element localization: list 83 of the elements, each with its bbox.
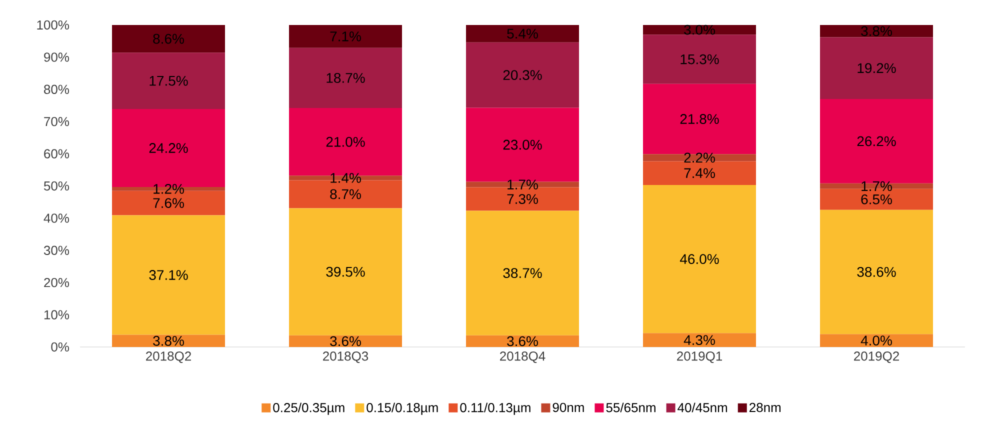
data-label: 1.2% — [154, 184, 184, 194]
y-tick-label: 50% — [44, 181, 70, 191]
bar — [643, 161, 756, 186]
bar — [643, 333, 756, 347]
data-label: 7.4% — [684, 168, 715, 178]
y-tick-label: 30% — [44, 246, 70, 255]
bar — [820, 334, 934, 347]
bar — [643, 185, 756, 334]
data-label: 15.3% — [680, 54, 719, 64]
bar — [289, 24, 402, 48]
legend-label: 0.11/0.13µm — [460, 402, 530, 415]
data-label: 37.1% — [149, 270, 188, 280]
data-label: 3.6% — [507, 336, 538, 346]
bar — [643, 84, 756, 154]
y-tick-label: 100% — [37, 20, 70, 30]
bar — [112, 334, 226, 347]
legend-label: 0.25/0.35µm — [273, 402, 344, 415]
y-tick-label: 70% — [44, 116, 70, 126]
data-label: 7.1% — [330, 32, 361, 42]
bar — [112, 24, 226, 53]
legend-label: 0.15/0.18µm — [366, 402, 438, 415]
data-label: 24.2% — [149, 143, 188, 153]
data-label: 7.3% — [507, 194, 538, 204]
x-tick-label: 2018Q3 — [323, 352, 368, 364]
data-label: 3.8% — [153, 336, 184, 346]
legend-label: 90nm — [552, 402, 584, 412]
x-tick-label: 2018Q2 — [146, 352, 191, 364]
data-label: 21.0% — [326, 136, 365, 147]
bar — [643, 34, 756, 84]
bar — [289, 208, 402, 336]
bar — [289, 335, 402, 347]
bar — [466, 335, 580, 347]
bar — [112, 52, 226, 110]
y-tick-label: 10% — [44, 310, 70, 320]
y-tick-label: 90% — [44, 52, 70, 62]
y-tick-label: 40% — [44, 214, 70, 223]
x-tick-label: 2019Q2 — [854, 352, 899, 364]
data-label: 4.3% — [684, 335, 715, 346]
bar — [466, 210, 580, 336]
data-label: 7.6% — [153, 198, 184, 208]
bar — [820, 37, 934, 100]
bar — [466, 42, 580, 108]
bar — [643, 154, 756, 162]
bar — [643, 24, 756, 35]
y-tick-label: 80% — [44, 84, 70, 94]
y-tick-label: 20% — [44, 278, 70, 288]
data-label: 1.7% — [862, 181, 892, 192]
data-label: 46.0% — [680, 254, 719, 264]
x-tick-label: 2018Q4 — [500, 352, 546, 364]
data-label: 3.8% — [861, 26, 892, 36]
legend-label: 28nm — [750, 402, 781, 412]
data-label: 4.0% — [860, 336, 892, 346]
bar — [820, 210, 934, 334]
data-label: 2.2% — [684, 152, 715, 163]
data-label: 1.4% — [330, 173, 361, 183]
y-tick-label: 60% — [44, 149, 70, 158]
data-label: 39.5% — [326, 266, 365, 277]
data-label: 19.2% — [858, 63, 896, 74]
bar — [820, 183, 934, 189]
y-tick-label: 0% — [51, 342, 70, 352]
bar — [289, 48, 402, 108]
data-label: 3.0% — [684, 24, 715, 35]
legend-label: 55/65nm — [606, 402, 656, 412]
data-label: 17.5% — [150, 76, 188, 86]
bar — [466, 182, 580, 188]
data-label: 8.7% — [330, 189, 361, 200]
bar — [466, 24, 580, 42]
data-label: 23.0% — [503, 140, 542, 150]
legend-label: 40/45nm — [678, 402, 728, 412]
data-label: 3.6% — [330, 336, 361, 346]
data-label: 26.2% — [857, 136, 896, 146]
data-label: 8.6% — [153, 34, 184, 44]
data-label: 20.3% — [503, 70, 542, 80]
data-label: 5.4% — [507, 28, 538, 39]
data-label: 38.7% — [503, 268, 542, 278]
bar — [112, 215, 226, 335]
data-label: 1.7% — [508, 180, 538, 190]
data-label: 38.6% — [857, 266, 896, 277]
data-label: 18.7% — [326, 72, 365, 83]
data-label: 21.8% — [680, 114, 719, 124]
bar — [820, 24, 934, 38]
data-label: 6.5% — [861, 194, 892, 204]
x-tick-label: 2019Q1 — [677, 352, 722, 364]
